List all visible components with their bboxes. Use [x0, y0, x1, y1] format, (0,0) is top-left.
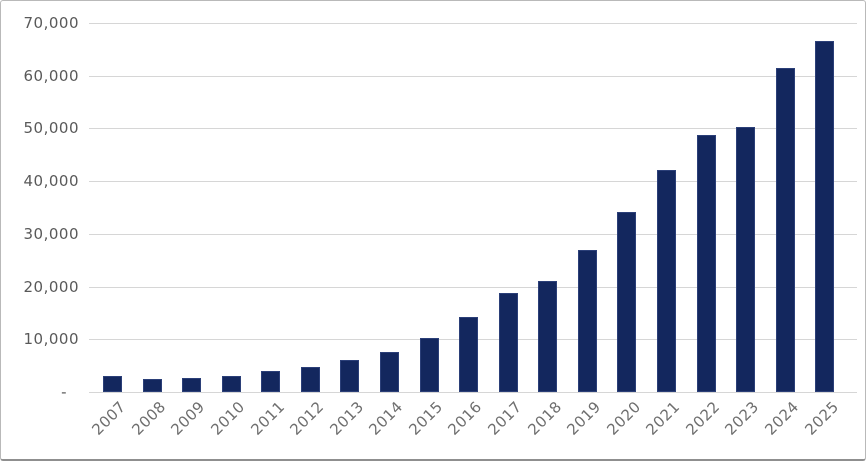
bar-2023: [736, 127, 756, 392]
gridline: [89, 22, 857, 24]
x-axis-label-2025: 2025: [800, 397, 843, 439]
bar-2017: [498, 293, 518, 392]
gridline: [89, 286, 857, 288]
x-axis-label-2021: 2021: [642, 397, 684, 439]
bar-2013: [340, 359, 360, 392]
x-axis-label-2018: 2018: [523, 397, 566, 439]
x-axis-label-2011: 2011: [246, 397, 289, 439]
x-axis-label-2023: 2023: [721, 397, 763, 439]
y-axis-tick-label: 10,000: [23, 330, 79, 349]
bar-2018: [538, 281, 558, 392]
gridline: [89, 181, 857, 182]
y-axis-tick-label: 40,000: [23, 172, 79, 190]
x-axis-label-2015: 2015: [405, 397, 447, 439]
bar-2024: [775, 67, 795, 392]
x-axis-label-2013: 2013: [326, 397, 368, 439]
x-axis-label-2016: 2016: [444, 397, 486, 439]
gridline: [89, 128, 857, 130]
bar-2014: [380, 352, 399, 392]
gridline: [89, 75, 857, 77]
gridline: [89, 233, 857, 235]
gridline: [89, 392, 857, 393]
bar-2011: [261, 370, 281, 392]
y-axis-tick-label: -: [61, 383, 67, 401]
bar-2025: [815, 40, 835, 392]
x-axis-label-2019: 2019: [563, 397, 605, 439]
x-axis-label-2020: 2020: [603, 397, 645, 439]
x-axis-label-2012: 2012: [286, 397, 328, 439]
bar-2007: [103, 376, 122, 392]
y-axis-tick-label: 50,000: [23, 119, 79, 138]
y-axis-tick-label: 70,000: [23, 13, 79, 32]
bar-2020: [617, 211, 637, 392]
x-axis-label-2024: 2024: [761, 397, 803, 439]
bar-2012: [300, 367, 320, 392]
x-axis-label-2022: 2022: [682, 397, 724, 439]
x-axis-label-2014: 2014: [365, 397, 407, 439]
y-axis-tick-label: 20,000: [23, 277, 79, 296]
y-axis-tick-label: 30,000: [23, 224, 79, 243]
bar-2010: [221, 375, 241, 392]
x-axis-label-2010: 2010: [207, 397, 249, 439]
bar-2021: [657, 170, 676, 392]
x-axis-label-2007: 2007: [88, 397, 130, 439]
bar-2009: [182, 378, 202, 392]
x-axis-label-2008: 2008: [128, 397, 170, 439]
x-axis-label-2009: 2009: [167, 397, 209, 439]
bar-2016: [459, 317, 479, 392]
bar-2019: [577, 249, 597, 392]
y-axis-tick-label: 60,000: [23, 66, 79, 85]
bar-2015: [419, 337, 439, 392]
bar-2008: [142, 379, 162, 392]
x-axis-label-2017: 2017: [484, 397, 526, 439]
bar-2022: [696, 135, 716, 392]
